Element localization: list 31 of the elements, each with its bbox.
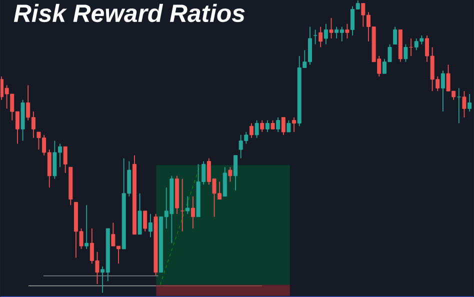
candlestick	[254, 120, 259, 138]
candlestick	[393, 26, 398, 45]
candlestick	[456, 88, 461, 124]
candlestick	[276, 116, 280, 132]
candlestick	[462, 90, 466, 118]
candlestick	[138, 192, 142, 235]
candlestick	[186, 196, 190, 214]
candlestick	[63, 146, 68, 174]
candlestick	[84, 204, 89, 250]
candlestick	[329, 17, 334, 39]
candlestick	[260, 120, 264, 132]
candlestick	[440, 70, 445, 112]
candlestick	[228, 166, 232, 182]
candlestick	[292, 116, 296, 132]
candlestick	[143, 210, 148, 232]
candlestick	[190, 196, 195, 229]
candlestick	[324, 23, 328, 45]
chart-title: Risk Reward Ratios	[14, 4, 245, 22]
candlestick	[234, 154, 238, 191]
candlestick	[148, 213, 152, 238]
candlestick	[180, 178, 184, 232]
candlestick	[265, 120, 270, 132]
candlestick	[318, 26, 323, 48]
candlestick	[281, 116, 286, 136]
candlestick	[222, 166, 227, 197]
candlestick	[404, 44, 408, 62]
candlestick	[249, 122, 254, 138]
candlestick	[313, 29, 318, 45]
candlestick	[468, 93, 472, 112]
candlestick	[286, 120, 291, 132]
candlestick	[345, 23, 350, 39]
